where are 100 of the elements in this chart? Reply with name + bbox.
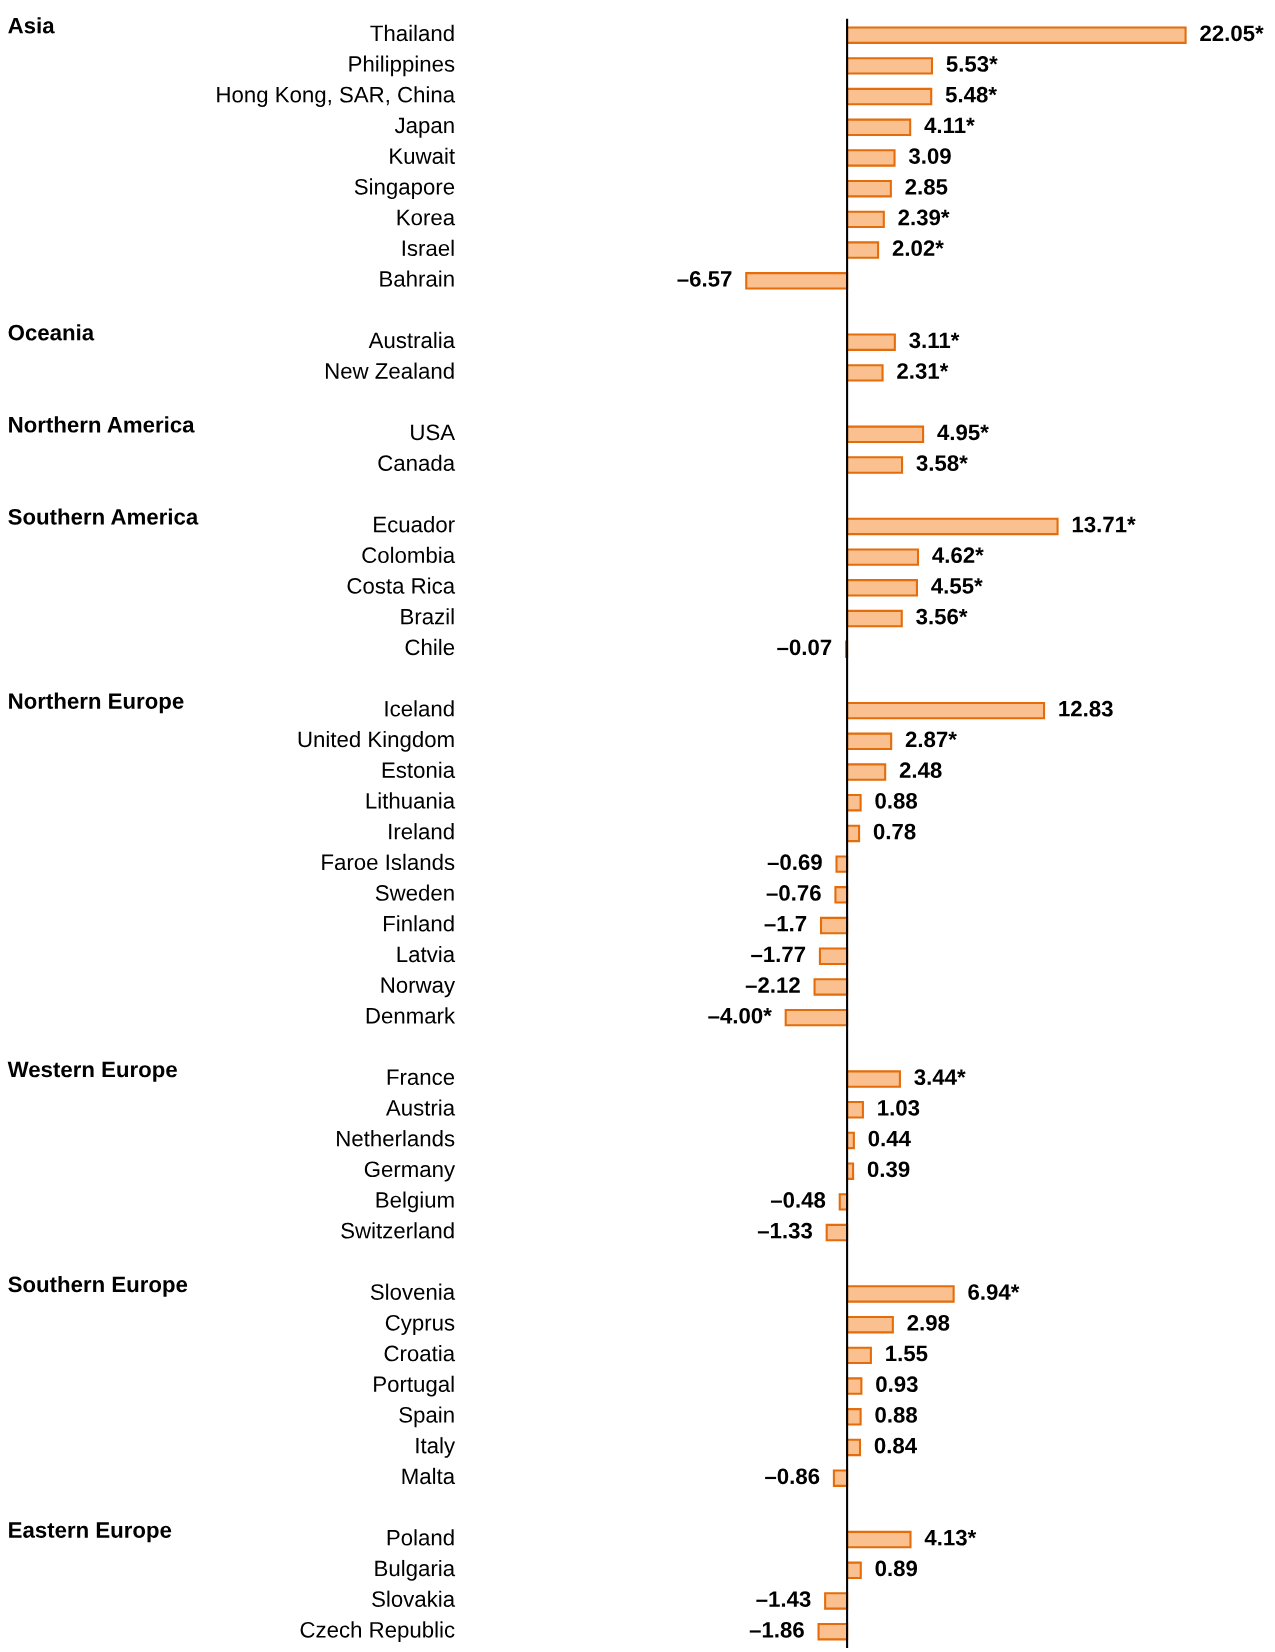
y-tick-label: Italy xyxy=(416,1437,456,1458)
text: Southern Europe xyxy=(8,1275,188,1297)
y-tick-label: Portugal xyxy=(374,1375,454,1397)
y-tick-label: Lithuania xyxy=(366,792,456,809)
y-tick-label: Singapore xyxy=(354,178,455,200)
data-label: 2.87* xyxy=(905,731,957,748)
y-tick-label: Korea xyxy=(397,209,456,226)
y-tick-label: Switzerland xyxy=(341,1222,454,1239)
y-tick-label: Canada xyxy=(378,454,456,471)
y-tick-label: Brazil xyxy=(401,608,454,625)
y-tick-label: Philippines xyxy=(349,55,455,77)
data-label: 2.85 xyxy=(905,178,948,195)
data-label: 0.88 xyxy=(875,1407,918,1423)
data-label: 12.83 xyxy=(1059,700,1113,717)
y-tick-label: Hong Kong, SAR, China xyxy=(217,86,456,107)
data-label: –4.00* xyxy=(708,1007,772,1024)
text: Western Europe xyxy=(7,1061,177,1082)
y-tick-label: Germany xyxy=(364,1161,456,1182)
y-tick-label: Malta xyxy=(402,1467,456,1485)
text: Oceania xyxy=(8,324,95,341)
data-label: 6.94* xyxy=(968,1284,1020,1300)
data-label: 4.95* xyxy=(937,424,989,441)
data-label: 3.11* xyxy=(909,332,960,349)
y-tick-label: Austria xyxy=(385,1099,456,1116)
y-tick-label: Spain xyxy=(399,1406,454,1428)
data-label: 0.93 xyxy=(876,1376,918,1393)
y-tick-label: Kuwait xyxy=(390,147,455,164)
y-tick-label: New Zealand xyxy=(325,362,454,379)
y-tick-label: Poland xyxy=(387,1529,454,1546)
data-label: –1.77 xyxy=(751,946,806,962)
y-tick-label: Thailand xyxy=(370,24,454,42)
data-label: 5.53* xyxy=(946,56,998,72)
y-tick-label: Czech Republic xyxy=(300,1621,455,1643)
data-label: 0.44 xyxy=(868,1130,911,1147)
y-tick-label: Faroe Islands xyxy=(322,853,455,871)
text: Asia xyxy=(8,17,55,34)
data-label: –0.07 xyxy=(777,639,832,656)
y-tick-label: Ecuador xyxy=(374,516,455,533)
y-tick-label: Finland xyxy=(384,915,454,932)
data-label: –1.86 xyxy=(749,1621,804,1638)
y-tick-label: France xyxy=(387,1069,455,1086)
data-label: 0.78 xyxy=(873,823,916,840)
data-label: 13.71* xyxy=(1072,516,1136,533)
y-tick-label: Sweden xyxy=(375,884,454,901)
data-label: 4.55* xyxy=(931,578,983,594)
text: Eastern Europe xyxy=(9,1522,172,1543)
y-tick-label: Slovakia xyxy=(372,1590,456,1607)
y-tick-label: Iceland xyxy=(385,700,454,717)
data-label: 4.11* xyxy=(924,117,975,134)
y-tick-label: Australia xyxy=(368,331,456,349)
data-label: –0.76 xyxy=(766,885,821,901)
data-label: 0.88 xyxy=(875,792,918,809)
y-tick-label: Netherlands xyxy=(337,1130,455,1147)
data-label: 3.44* xyxy=(914,1069,966,1086)
data-label: 1.55 xyxy=(886,1345,928,1362)
data-label: 3.56* xyxy=(916,608,968,625)
y-tick-label: Cyprus xyxy=(385,1314,455,1336)
y-tick-label: Slovenia xyxy=(370,1283,456,1300)
y-tick-label: Costa Rica xyxy=(347,577,456,594)
data-label: –6.57 xyxy=(677,271,732,287)
data-label: 0.89 xyxy=(875,1560,918,1577)
y-tick-label: Norway xyxy=(381,977,456,998)
y-tick-label: Ireland xyxy=(389,823,454,840)
y-tick-label: Chile xyxy=(405,638,455,656)
data-label: 2.48 xyxy=(899,762,942,778)
y-tick-label: Israel xyxy=(402,239,454,257)
y-tick-label: Belgium xyxy=(376,1191,454,1213)
data-label: 2.31* xyxy=(897,363,949,379)
data-label: 3.09 xyxy=(908,148,951,164)
data-label: 1.03 xyxy=(878,1099,920,1116)
data-label: 2.39* xyxy=(898,209,950,226)
y-tick-label: Bahrain xyxy=(380,270,454,287)
text: Southern America xyxy=(8,508,199,525)
data-label: 5.48* xyxy=(945,86,997,103)
text: Northern America xyxy=(9,416,195,433)
data-label: 2.98 xyxy=(907,1314,950,1331)
y-tick-label: Japan xyxy=(394,117,454,138)
y-tick-label: Latvia xyxy=(397,945,456,963)
data-label: 0.84 xyxy=(874,1437,917,1454)
data-label: 0.39 xyxy=(867,1161,910,1178)
data-label: 4.13* xyxy=(924,1529,977,1546)
y-tick-label: Denmark xyxy=(366,1007,456,1024)
y-tick-label: Estonia xyxy=(382,761,456,778)
data-label: –0.69 xyxy=(767,854,822,871)
y-tick-label: Croatia xyxy=(384,1345,456,1362)
data-label: 22.05* xyxy=(1200,25,1264,42)
y-tick-label: Bulgaria xyxy=(375,1559,456,1581)
y-tick-label: Colombia xyxy=(362,546,456,564)
data-label: 4.62* xyxy=(932,547,984,564)
y-tick-label: USA xyxy=(411,424,456,441)
y-tick-label: United Kingdom xyxy=(298,730,454,752)
text: Northern Europe xyxy=(9,692,184,714)
data-label: –0.48 xyxy=(770,1192,826,1208)
data-label: –0.86 xyxy=(765,1468,820,1485)
data-label: 2.02* xyxy=(892,240,944,257)
data-label: –1.43 xyxy=(756,1591,811,1607)
data-label: –1.7 xyxy=(764,916,807,932)
data-label: 3.58* xyxy=(916,455,968,471)
data-label: –2.12 xyxy=(745,977,800,993)
data-label: –1.33 xyxy=(757,1222,813,1239)
